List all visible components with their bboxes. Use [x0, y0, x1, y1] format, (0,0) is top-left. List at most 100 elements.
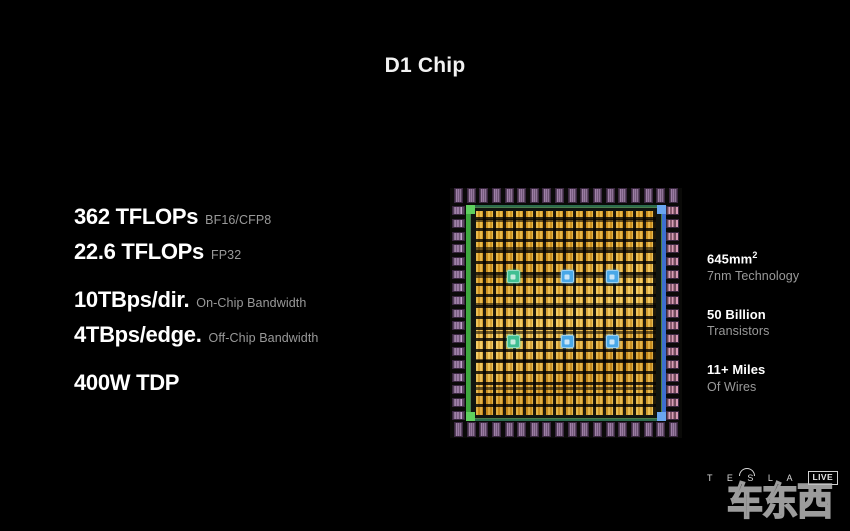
io-pad: [452, 231, 465, 241]
spec-unit: Off-Chip Bandwidth: [208, 331, 319, 345]
io-pad: [668, 422, 678, 437]
io-pad: [452, 346, 465, 356]
accent-macro-block: [605, 335, 619, 349]
spec-block-transistors: 50 Billion Transistors: [707, 306, 847, 340]
io-pad-row-bottom: [454, 422, 678, 438]
io-pad: [504, 188, 514, 203]
io-pad: [491, 422, 501, 437]
io-pad: [593, 422, 603, 437]
io-pad-column-right: [666, 206, 680, 420]
io-pad: [666, 206, 679, 215]
io-pad: [452, 206, 465, 215]
page-title: D1 Chip: [384, 54, 466, 77]
io-pad: [454, 422, 463, 437]
tesla-wordmark: T E S L A: [707, 472, 799, 483]
spec-block-wires: 11+ Miles Of Wires: [707, 361, 847, 395]
spec-row-tflops-fp32: 22.6 TFLOPs FP32: [74, 241, 414, 263]
die-corner-marker: [657, 412, 666, 421]
spec-row-offchip-bandwidth: 4TBps/edge. Off-Chip Bandwidth: [74, 324, 414, 346]
io-pad: [666, 308, 679, 318]
accent-macro-block: [605, 270, 619, 284]
accent-macro-block: [560, 270, 574, 284]
io-pad: [666, 385, 679, 395]
io-pad: [666, 257, 679, 267]
d1-chip-die-shot: [450, 188, 682, 438]
io-pad: [656, 188, 666, 203]
io-pad: [630, 422, 640, 437]
io-pad: [452, 411, 465, 420]
io-pad: [580, 188, 590, 203]
die-corner-marker: [657, 205, 666, 214]
spec-subtitle: 7nm Technology: [707, 268, 800, 283]
io-pad: [529, 422, 539, 437]
accent-macro-block: [506, 335, 520, 349]
live-badge: LIVE: [807, 471, 839, 485]
spec-title: 50 Billion: [707, 306, 847, 324]
io-pad: [452, 308, 465, 318]
left-spec-list: 362 TFLOPs BF16/CFP8 22.6 TFLOPs FP32 10TB…: [74, 206, 414, 394]
io-pad-row-top: [454, 188, 678, 204]
io-pad: [666, 244, 679, 254]
io-pad: [668, 188, 678, 203]
spec-unit: FP32: [210, 248, 242, 262]
io-pad: [542, 188, 552, 203]
io-pad: [666, 398, 679, 408]
io-pad: [452, 334, 465, 344]
io-pad: [452, 218, 465, 228]
io-pad: [666, 372, 679, 382]
io-pad: [666, 346, 679, 356]
io-pad: [517, 188, 527, 203]
io-pad: [666, 334, 679, 344]
io-pad: [555, 422, 565, 437]
spec-row-tflops-bf16: 362 TFLOPs BF16/CFP8: [74, 206, 414, 228]
io-pad: [593, 188, 603, 203]
accent-macro-block: [506, 270, 520, 284]
io-pad: [479, 188, 489, 203]
io-pad: [666, 295, 679, 305]
io-pad: [666, 270, 679, 280]
io-pad: [618, 188, 628, 203]
io-pad: [656, 422, 666, 437]
io-pad: [567, 188, 577, 203]
io-pad: [643, 422, 653, 437]
tesla-branding: T E S L A LIVE: [707, 468, 839, 485]
io-pad: [666, 411, 679, 420]
spec-subtitle: Transistors: [707, 324, 770, 339]
spec-row-onchip-bandwidth: 10TBps/dir. On-Chip Bandwidth: [74, 289, 414, 311]
io-pad: [452, 295, 465, 305]
publisher-watermark: 车东西: [726, 480, 834, 525]
right-spec-list: 645mm2 7nm Technology 50 Billion Transis…: [707, 249, 847, 396]
io-pad: [666, 282, 679, 292]
io-pad: [452, 372, 465, 382]
spec-value: 10TBps/dir.: [74, 287, 190, 312]
io-pad: [504, 422, 514, 437]
io-pad: [452, 257, 465, 267]
io-pad: [643, 188, 653, 203]
io-pad: [517, 422, 527, 437]
io-pad: [666, 231, 679, 241]
io-pad: [452, 385, 465, 395]
io-pad: [666, 321, 679, 331]
io-pad: [454, 188, 463, 203]
spec-title: 645mm2: [707, 249, 847, 268]
io-pad-column-left: [452, 206, 466, 420]
tesla-arc-icon: [739, 468, 755, 476]
spec-title-text: 50 Billion: [707, 306, 766, 322]
io-pad: [567, 422, 577, 437]
io-pad: [666, 359, 679, 369]
io-pad: [580, 422, 590, 437]
io-pad: [452, 282, 465, 292]
io-pad: [466, 188, 476, 203]
spec-value: 400W TDP: [74, 370, 180, 395]
io-pad: [529, 188, 539, 203]
io-pad: [452, 270, 465, 280]
spec-title-text: 11+ Miles: [707, 362, 766, 378]
spec-value: 22.6 TFLOPs: [74, 239, 204, 264]
spec-title-text: 645mm: [707, 251, 753, 267]
die-corner-marker: [466, 205, 475, 214]
die-corner-marker: [466, 412, 475, 421]
spec-row-tdp: 400W TDP: [74, 372, 414, 394]
io-pad: [630, 188, 640, 203]
spec-block-die-area: 645mm2 7nm Technology: [707, 249, 847, 285]
compute-core-array: [476, 211, 656, 415]
